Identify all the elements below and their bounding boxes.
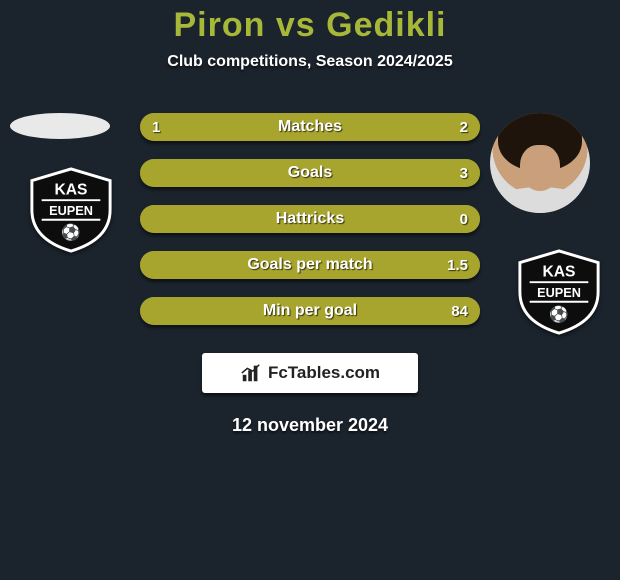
svg-text:EUPEN: EUPEN <box>537 285 581 300</box>
player-right-name: Gedikli <box>326 6 446 44</box>
bar-chart-icon <box>240 362 262 384</box>
comparison-title: Piron vs Gedikli <box>0 0 620 45</box>
vs-text: vs <box>276 6 316 44</box>
stat-value-right: 1.5 <box>447 251 468 279</box>
stat-value-right: 2 <box>460 113 468 141</box>
stat-bars: Matches1 2 Goals3 Hattricks0 Goals per match… <box>140 113 480 325</box>
stat-value-right: 84 <box>451 297 468 325</box>
stat-bar: Min per goal84 <box>140 297 480 325</box>
stats-area: KAS EUPEN ⚽ KAS EUPEN ⚽ Matches1 2 Goals3 H… <box>0 113 620 325</box>
svg-text:⚽: ⚽ <box>548 304 568 323</box>
stat-label: Matches <box>140 113 480 141</box>
stat-bar: Goals per match1.5 <box>140 251 480 279</box>
shield-icon: KAS EUPEN ⚽ <box>22 165 120 253</box>
avatar-face <box>520 145 560 191</box>
stat-label: Min per goal <box>140 297 480 325</box>
stat-label: Goals <box>140 159 480 187</box>
subtitle: Club competitions, Season 2024/2025 <box>0 53 620 71</box>
stat-bar: Matches1 2 <box>140 113 480 141</box>
svg-text:KAS: KAS <box>55 181 88 198</box>
svg-text:EUPEN: EUPEN <box>49 203 93 218</box>
player-left-name: Piron <box>173 6 265 44</box>
player-right-avatar <box>490 113 590 213</box>
stat-value-left: 1 <box>152 113 160 141</box>
player-left-avatar <box>10 113 110 139</box>
shield-icon: KAS EUPEN ⚽ <box>510 247 608 335</box>
stat-label: Hattricks <box>140 205 480 233</box>
stat-value-right: 3 <box>460 159 468 187</box>
svg-text:KAS: KAS <box>543 263 576 280</box>
stat-bar: Goals3 <box>140 159 480 187</box>
club-badge-right: KAS EUPEN ⚽ <box>510 247 608 335</box>
stat-label: Goals per match <box>140 251 480 279</box>
stat-bar: Hattricks0 <box>140 205 480 233</box>
club-badge-left: KAS EUPEN ⚽ <box>22 165 120 253</box>
date-text: 12 november 2024 <box>0 415 620 436</box>
stat-value-right: 0 <box>460 205 468 233</box>
watermark: FcTables.com <box>202 353 418 393</box>
svg-text:⚽: ⚽ <box>60 222 80 241</box>
watermark-text: FcTables.com <box>268 363 380 383</box>
